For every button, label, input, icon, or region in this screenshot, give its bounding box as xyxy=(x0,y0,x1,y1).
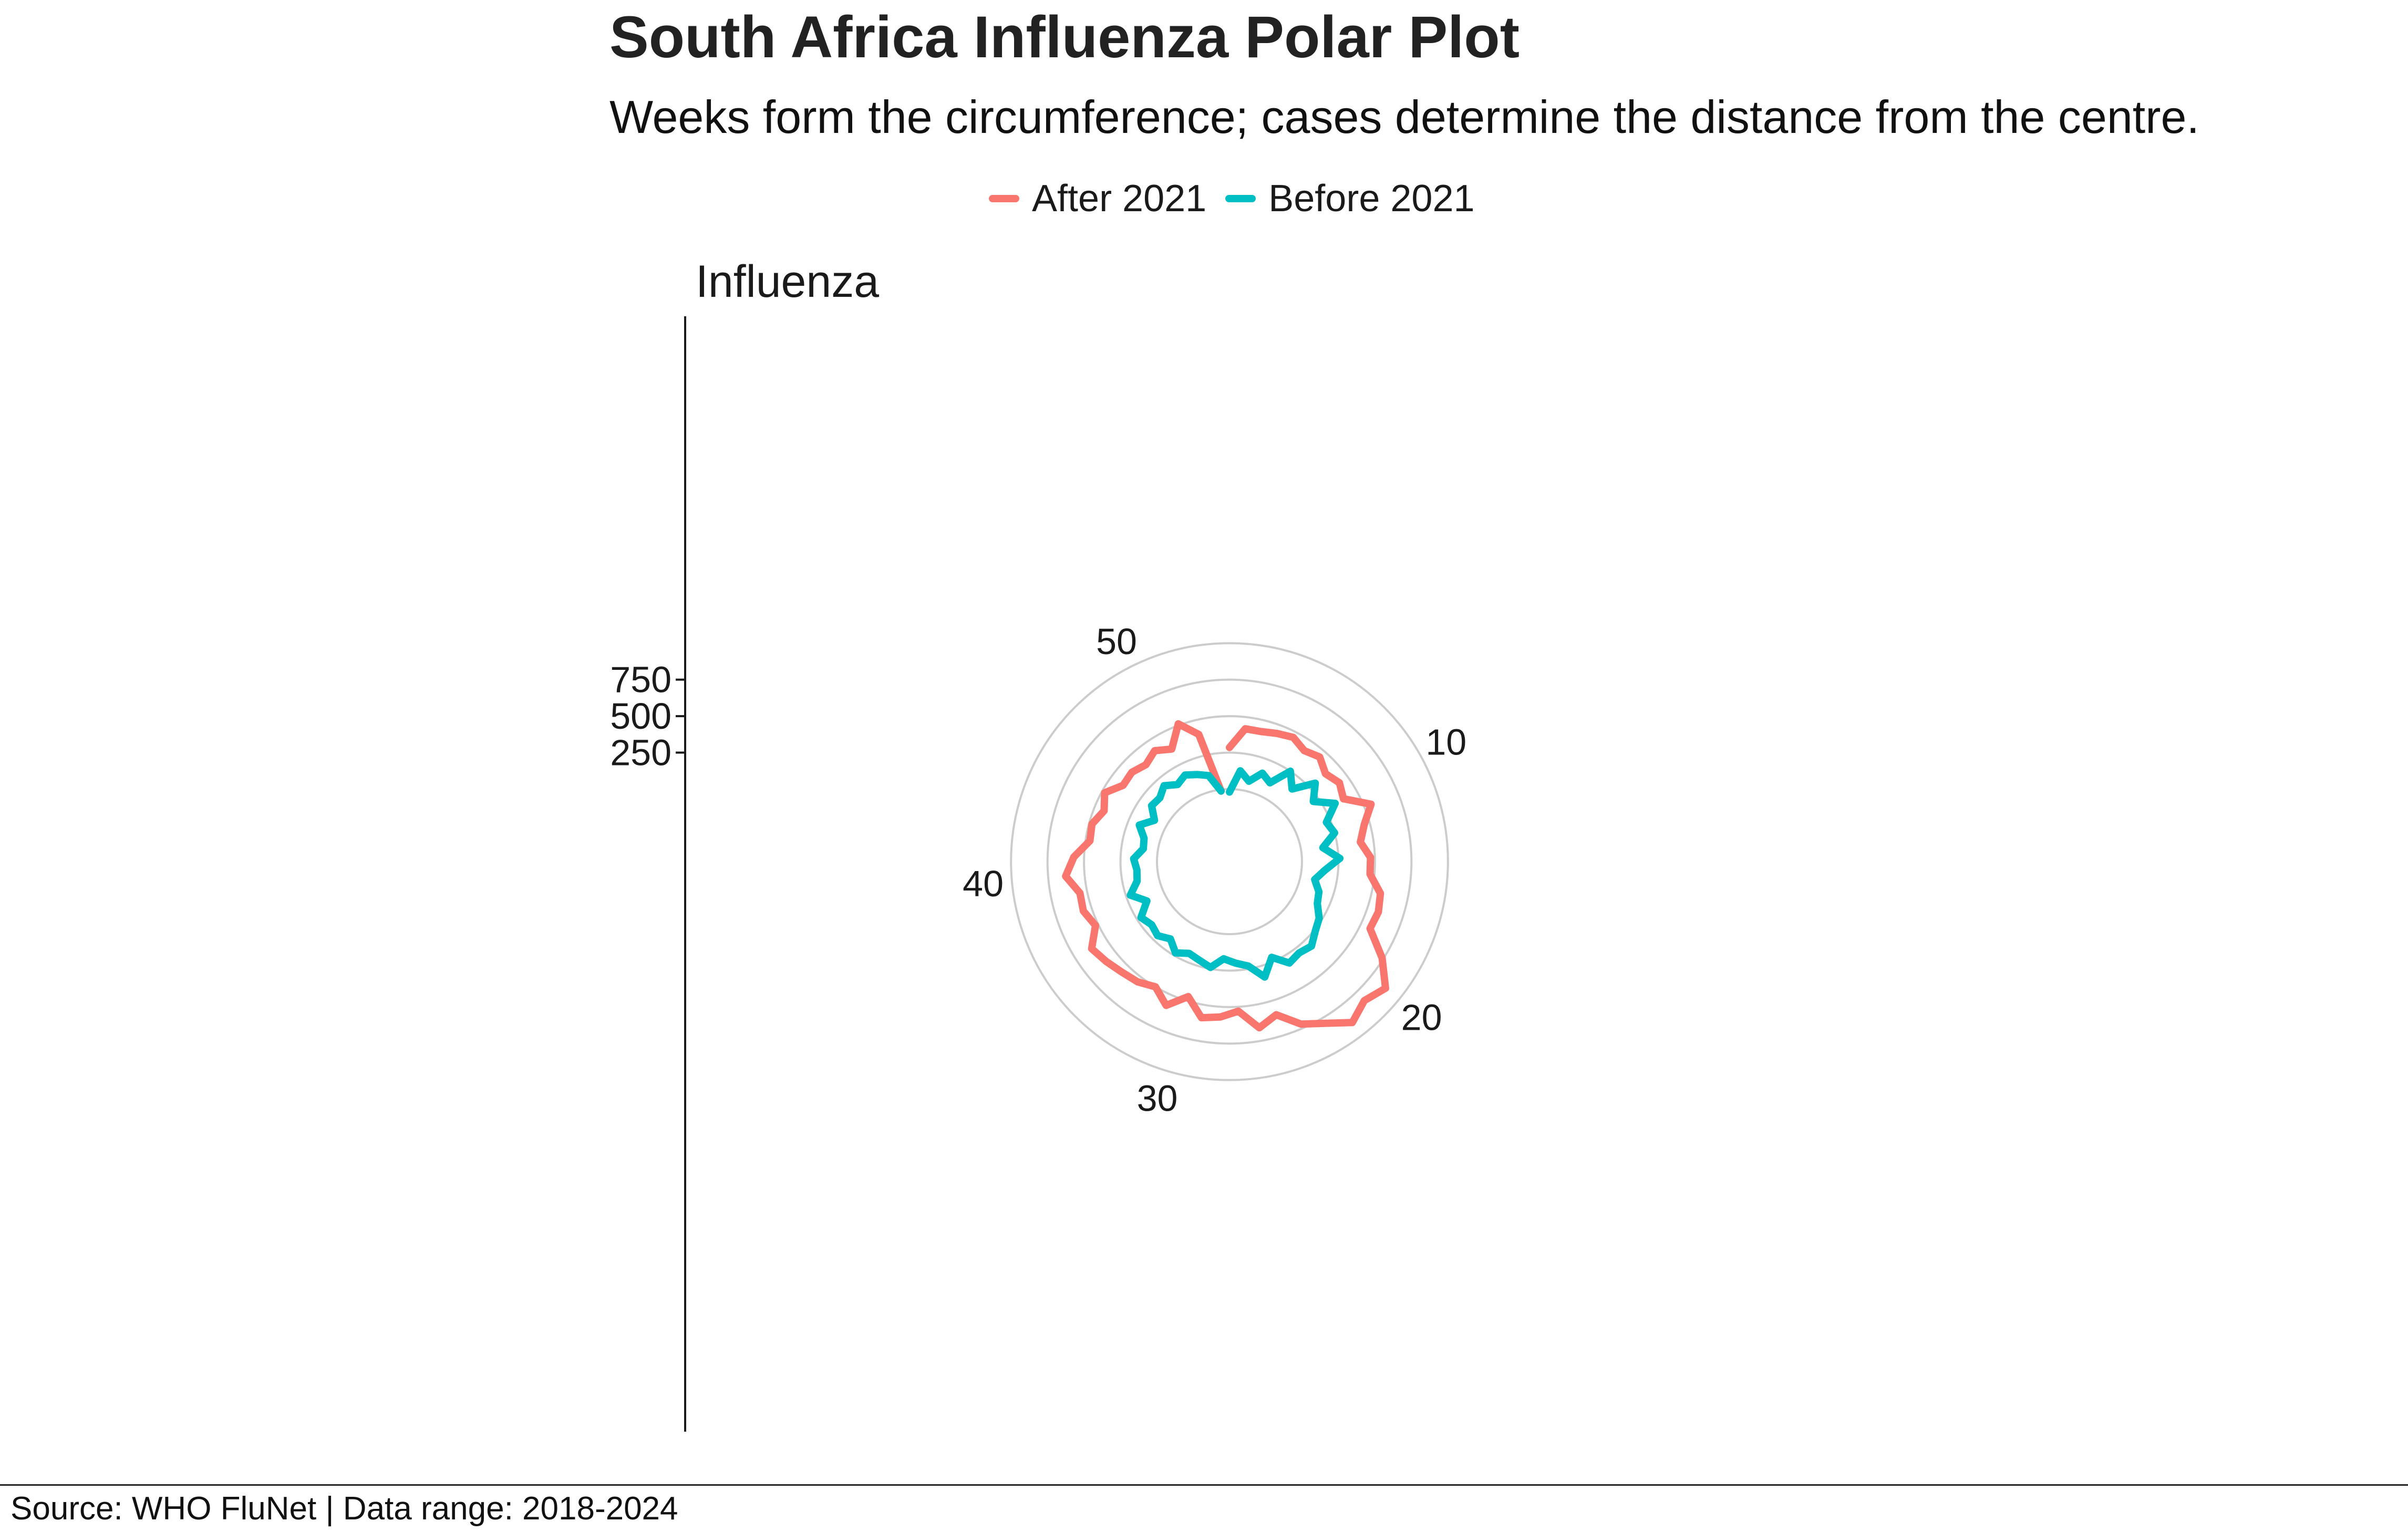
source-caption: Source: WHO FluNet | Data range: 2018-20… xyxy=(11,1490,678,1527)
caption-divider xyxy=(0,1484,2408,1486)
week-axis-labels: 10 20 30 40 50 xyxy=(963,621,1466,1119)
series-line-before-2021 xyxy=(1127,767,1344,981)
chart-subtitle: Weeks form the circumference; cases dete… xyxy=(609,91,2199,143)
series-lines xyxy=(1062,720,1389,1032)
week-tick-label-20: 20 xyxy=(1401,997,1442,1038)
legend-label-before-2021: Before 2021 xyxy=(1268,178,1475,220)
legend-item-after-2021: After 2021 xyxy=(989,177,1206,220)
series-line-after-2021 xyxy=(1062,720,1389,1032)
legend-swatch-before-2021 xyxy=(1225,195,1256,202)
y-tick-label-500: 500 xyxy=(610,696,671,737)
week-tick-label-30: 30 xyxy=(1137,1078,1178,1119)
week-tick-label-10: 10 xyxy=(1425,722,1466,763)
y-tick-label-750: 750 xyxy=(610,659,671,700)
polar-gridlines xyxy=(1010,642,1449,1081)
y-tick-label-250: 250 xyxy=(610,732,671,773)
legend-label-after-2021: After 2021 xyxy=(1032,178,1207,220)
chart-title: South Africa Influenza Polar Plot xyxy=(609,4,1520,70)
legend: After 2021 Before 2021 xyxy=(989,173,1494,224)
legend-item-before-2021: Before 2021 xyxy=(1225,177,1475,220)
y-axis-title: Influenza xyxy=(696,256,879,307)
grid-circle-1000 xyxy=(1010,642,1449,1081)
week-tick-label-50: 50 xyxy=(1096,621,1137,662)
week-tick-label-40: 40 xyxy=(963,863,1004,904)
grid-circle-0 xyxy=(1156,788,1303,935)
grid-circle-750 xyxy=(1046,678,1413,1045)
grid-circle-500 xyxy=(1083,715,1376,1008)
legend-swatch-after-2021 xyxy=(989,195,1019,202)
